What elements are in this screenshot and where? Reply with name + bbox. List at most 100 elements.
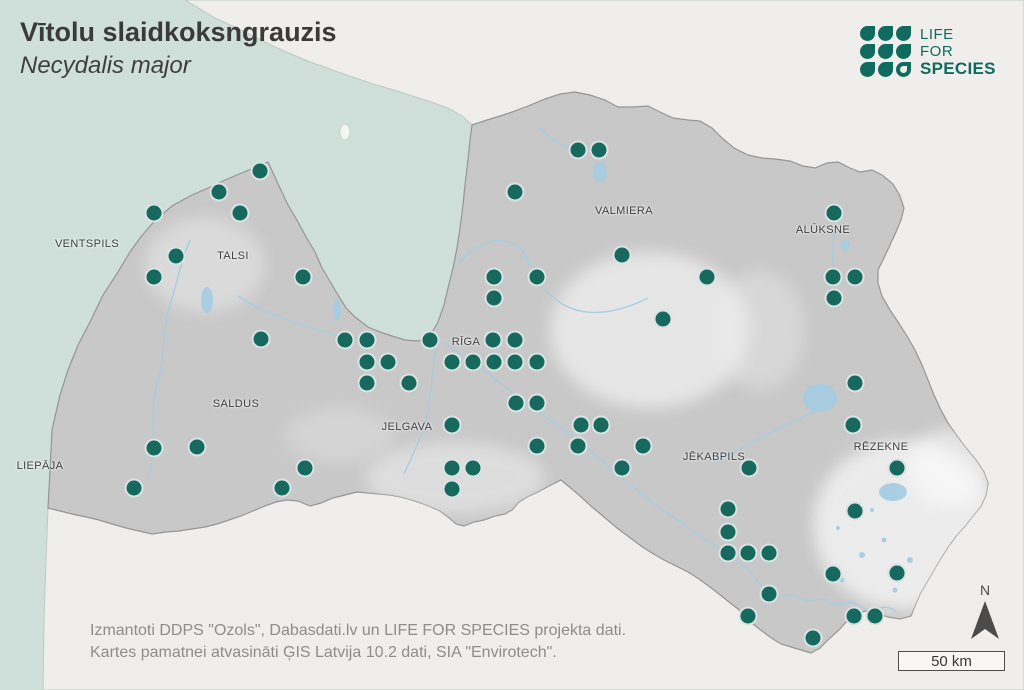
attribution-line-2: Kartes pamatnei atvasināti ĢIS Latvija 1…: [90, 644, 557, 661]
attribution-line-1: Izmantoti DDPS "Ozols", Dabasdati.lv un …: [90, 622, 627, 639]
occurrence-dot: [824, 288, 844, 308]
title-block: Vītolu slaidkoksngrauzis Necydalis major: [20, 16, 337, 81]
city-label-jēkabpils: JĒKABPILS: [682, 451, 746, 463]
occurrence-dot: [697, 267, 717, 287]
occurrence-dot: [589, 140, 609, 160]
occurrence-dot: [250, 161, 270, 181]
occurrence-dot: [738, 543, 758, 563]
occurrence-dot: [144, 438, 164, 458]
city-label-rīga: RĪGA: [451, 336, 481, 348]
occurrence-dot: [144, 267, 164, 287]
occurrence-dot: [420, 330, 440, 350]
occurrence-dot: [759, 584, 779, 604]
occurrence-dot: [887, 563, 907, 583]
occurrence-dot: [124, 478, 144, 498]
occurrence-dot: [378, 352, 398, 372]
logo-word-species: SPECIES: [920, 59, 996, 78]
occurrence-dot: [633, 436, 653, 456]
occurrence-dot: [483, 330, 503, 350]
scale-bar: 50 km: [898, 651, 1005, 671]
city-label-alūksne: ALŪKSNE: [795, 224, 851, 236]
occurrence-dot: [272, 478, 292, 498]
occurrence-dot: [357, 352, 377, 372]
page-title: Vītolu slaidkoksngrauzis: [20, 17, 337, 47]
occurrence-dot: [293, 267, 313, 287]
city-label-saldus: SALDUS: [212, 398, 260, 410]
logo-drop-icon: [896, 26, 911, 41]
occurrence-dot: [463, 458, 483, 478]
city-label-liepāja: LIEPĀJA: [16, 460, 64, 472]
occurrence-dot: [738, 606, 758, 626]
occurrence-dot: [843, 415, 863, 435]
occurrence-dot: [568, 140, 588, 160]
attribution: Izmantoti DDPS "Ozols", Dabasdati.lv un …: [90, 620, 626, 664]
occurrence-dot: [759, 543, 779, 563]
occurrence-dot: [845, 501, 865, 521]
occurrence-dot: [568, 436, 588, 456]
city-label-ventspils: VENTSPILS: [54, 238, 120, 250]
occurrence-dot: [612, 245, 632, 265]
logo-drop-icon: [860, 44, 875, 59]
occurrence-dot: [484, 267, 504, 287]
city-label-jelgava: JELGAVA: [381, 421, 433, 433]
lakes: [201, 162, 913, 593]
occurrence-dot: [463, 352, 483, 372]
occurrence-dot: [845, 267, 865, 287]
occurrence-dot: [484, 288, 504, 308]
logo-drops-icon: [860, 26, 911, 77]
occurrence-dot: [527, 267, 547, 287]
scale-bar-label: 50 km: [931, 652, 972, 670]
occurrence-dot: [803, 628, 823, 648]
occurrence-dot: [612, 458, 632, 478]
logo-word-for: FOR: [920, 43, 954, 60]
logo-drop-icon: [896, 44, 911, 59]
occurrence-dot: [887, 458, 907, 478]
north-arrow-icon: [971, 601, 999, 639]
occurrence-dot: [442, 415, 462, 435]
occurrence-dot: [144, 203, 164, 223]
occurrence-dot: [484, 352, 504, 372]
occurrence-dot: [399, 373, 419, 393]
occurrence-dot: [591, 415, 611, 435]
occurrence-dot: [823, 564, 843, 584]
north-label: N: [979, 582, 991, 598]
occurrence-dot: [230, 203, 250, 223]
occurrence-dot: [718, 499, 738, 519]
occurrence-dot: [442, 352, 462, 372]
occurrence-dot: [527, 393, 547, 413]
occurrence-dot: [739, 458, 759, 478]
occurrence-dot: [527, 436, 547, 456]
occurrence-dot: [209, 182, 229, 202]
occurrence-dot: [571, 415, 591, 435]
occurrence-dot: [187, 437, 207, 457]
city-label-rēzekne: RĒZEKNE: [853, 441, 909, 453]
occurrence-dot: [335, 330, 355, 350]
logo-drop-icon: [860, 26, 875, 41]
occurrence-dot: [357, 373, 377, 393]
species-scientific-name: Necydalis major: [20, 51, 191, 79]
logo-drop-icon: [878, 62, 893, 77]
occurrence-dot: [505, 352, 525, 372]
occurrence-dot: [251, 329, 271, 349]
occurrence-dot: [295, 458, 315, 478]
occurrence-dot: [718, 522, 738, 542]
occurrence-dot: [357, 330, 377, 350]
logo-drop-icon: [878, 26, 893, 41]
occurrence-dot: [527, 352, 547, 372]
logo-ring-drop-icon: [896, 62, 911, 77]
occurrence-dot: [442, 479, 462, 499]
logo-text: LIFE FOR SPECIES: [920, 26, 996, 77]
logo-drop-icon: [878, 44, 893, 59]
occurrence-dot: [442, 458, 462, 478]
occurrence-dot: [505, 182, 525, 202]
occurrence-dot: [506, 393, 526, 413]
occurrence-dot: [653, 309, 673, 329]
city-label-valmiera: VALMIERA: [594, 205, 654, 217]
occurrence-dot: [865, 606, 885, 626]
occurrence-dot: [823, 267, 843, 287]
occurrence-dot: [166, 246, 186, 266]
logo-drop-icon: [860, 62, 875, 77]
north-arrow: N: [970, 582, 1000, 646]
